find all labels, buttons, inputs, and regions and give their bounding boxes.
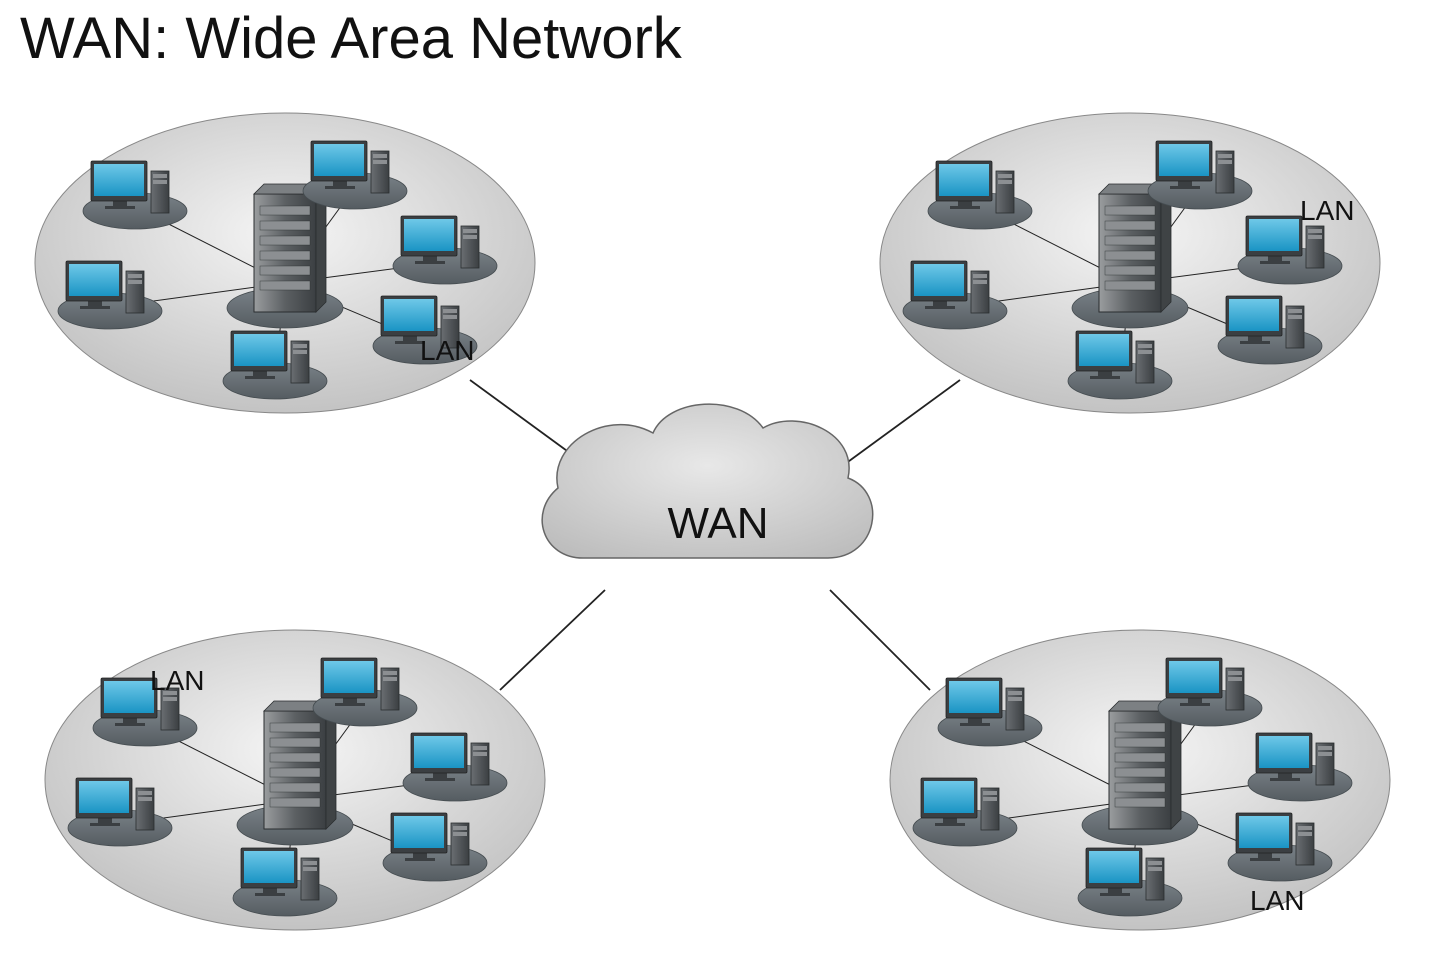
lan-top-right: LAN [880, 113, 1380, 413]
wan-link [500, 590, 605, 690]
lan-label: LAN [420, 335, 474, 366]
cloud-label: WAN [667, 499, 768, 548]
wan-diagram: LAN LAN LAN LAN WAN [0, 0, 1436, 980]
lan-bottom-right: LAN [890, 630, 1390, 930]
lan-bottom-left: LAN [45, 630, 545, 930]
wan-link [830, 590, 930, 690]
lan-label: LAN [1300, 195, 1354, 226]
lan-top-left: LAN [35, 113, 535, 413]
wan-link [830, 380, 960, 475]
lan-label: LAN [150, 665, 204, 696]
wan-cloud: WAN [542, 404, 873, 558]
lan-label: LAN [1250, 885, 1304, 916]
